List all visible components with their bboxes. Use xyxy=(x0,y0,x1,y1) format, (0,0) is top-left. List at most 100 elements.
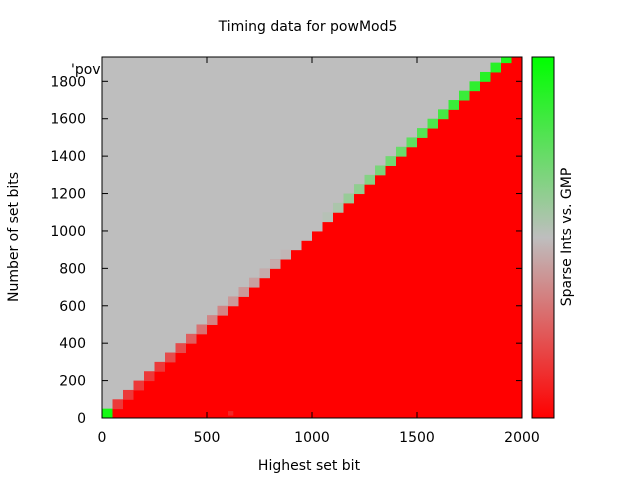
heatmap-cell xyxy=(343,202,355,418)
y-tick-label: 0 xyxy=(77,411,86,427)
heatmap-cell xyxy=(312,230,323,418)
x-tick-label: 1500 xyxy=(399,430,435,446)
heatmap-cell-diagonal xyxy=(490,62,502,73)
y-axis-label: Number of set bits xyxy=(6,172,22,302)
heatmap-cell xyxy=(406,146,418,418)
heatmap-cell-diagonal xyxy=(259,268,271,279)
heatmap-cell-diagonal xyxy=(291,240,302,251)
heatmap-cell-diagonal xyxy=(196,324,208,335)
heatmap-cell-diagonal xyxy=(343,193,355,204)
x-axis-ticks: 0 500 1000 1500 2000 xyxy=(98,57,540,446)
heatmap-cell xyxy=(375,174,386,418)
heatmap-cell-diagonal xyxy=(459,90,470,101)
heatmap-cell-spot xyxy=(228,411,234,416)
heatmap-cell xyxy=(270,268,281,418)
heatmap-cell xyxy=(354,193,365,418)
heatmap-cell xyxy=(186,343,197,418)
heatmap-cell xyxy=(490,71,502,418)
y-tick-label: 1400 xyxy=(50,149,86,165)
heatmap-cell xyxy=(364,184,376,418)
y-tick-label: 1800 xyxy=(50,74,86,90)
heatmap-cell-diagonal xyxy=(165,352,176,363)
y-tick-label: 1200 xyxy=(50,187,86,203)
y-tick-label: 800 xyxy=(59,261,86,277)
heatmap-cell-diagonal xyxy=(501,57,512,64)
heatmap-cell-diagonal xyxy=(280,249,292,260)
heatmap-cell xyxy=(459,100,470,418)
heatmap-cell-diagonal xyxy=(448,100,460,110)
heatmap-cell xyxy=(427,128,439,418)
heatmap-cell xyxy=(133,389,145,418)
heatmap-cell-diagonal xyxy=(385,156,397,166)
heatmap-cell xyxy=(333,212,344,418)
colorbar-label: Sparse Ints vs. GMP xyxy=(559,168,575,307)
heatmap-cell xyxy=(165,361,176,418)
heatmap-cell-diagonal xyxy=(406,137,418,148)
heatmap-cell xyxy=(144,380,155,418)
x-tick-label: 500 xyxy=(194,430,221,446)
heatmap-cell-diagonal xyxy=(154,361,166,372)
heatmap-cell-diagonal xyxy=(354,184,365,195)
heatmap-cell-diagonal xyxy=(217,305,229,316)
y-tick-label: 200 xyxy=(59,374,86,390)
heatmap-cell xyxy=(385,165,397,418)
heatmap-cell xyxy=(217,315,229,418)
heatmap-cell-diagonal xyxy=(312,221,323,232)
heatmap-cell-diagonal xyxy=(375,165,386,176)
colorbar xyxy=(531,56,555,419)
heatmap-cell xyxy=(291,249,302,418)
y-tick-label: 1000 xyxy=(50,224,86,240)
heatmap-cell-diagonal xyxy=(438,109,449,120)
y-tick-label: 1600 xyxy=(50,112,86,128)
heatmap-cell xyxy=(123,399,134,418)
heatmap-cell-diagonal xyxy=(469,81,481,92)
heatmap-cell xyxy=(280,259,292,418)
x-tick-label: 2000 xyxy=(504,430,540,446)
heatmap-cell-diagonal xyxy=(396,146,407,157)
heatmap-cell xyxy=(469,90,481,418)
x-tick-label: 0 xyxy=(98,430,107,446)
heatmap-cell-diagonal xyxy=(133,380,145,391)
heatmap-cell-diagonal xyxy=(228,296,239,307)
heatmap-cell xyxy=(259,277,271,418)
x-axis-label: Highest set bit xyxy=(258,458,361,474)
heatmap-cell xyxy=(175,352,187,418)
heatmap-cell-diagonal xyxy=(175,343,187,354)
heatmap-cell-diagonal xyxy=(144,371,155,382)
heatmap-cell xyxy=(480,81,491,418)
heatmap-cell-diagonal xyxy=(511,57,522,58)
heatmap-cell-diagonal xyxy=(301,230,313,241)
heatmap-cell xyxy=(238,296,250,418)
legend-key-fragment: 'pov xyxy=(71,62,101,78)
heatmap-cell-diagonal xyxy=(207,315,218,325)
heatmap-cell-diagonal xyxy=(249,277,260,288)
heatmap-cell xyxy=(301,240,313,418)
heatmap-cell xyxy=(196,333,208,418)
heatmap-cell xyxy=(228,305,239,418)
heatmap-cell-diagonal xyxy=(333,202,344,213)
heatmap-cell-diagonal xyxy=(112,399,124,410)
heatmap-cell-diagonal xyxy=(480,71,491,82)
x-tick-label: 1000 xyxy=(294,430,330,446)
heatmap-cell xyxy=(249,287,260,418)
heatmap-cell xyxy=(322,221,334,418)
y-tick-label: 400 xyxy=(59,336,86,352)
heatmap-cell-diagonal xyxy=(322,212,334,223)
heatmap-cell xyxy=(501,62,512,418)
heatmap-cells xyxy=(102,57,522,418)
heatmap-cell-diagonal xyxy=(123,389,134,400)
heatmap-cell-last-column xyxy=(516,200,522,418)
heatmap-cell xyxy=(396,156,407,418)
y-axis-ticks: 0 200 400 600 800 1000 1200 1400 1600 1800 xyxy=(50,74,522,427)
heatmap-cell-diagonal xyxy=(186,333,197,344)
heatmap-cell-diagonal xyxy=(417,128,428,138)
heatmap-cell xyxy=(207,324,218,418)
heatmap-cell-diagonal xyxy=(238,287,250,297)
heatmap-cell-diagonal xyxy=(270,259,281,269)
heatmap-cell xyxy=(438,118,449,418)
heatmap-cell xyxy=(112,408,124,418)
heatmap-cell-diagonal xyxy=(364,174,376,185)
heatmap-cell xyxy=(448,109,460,418)
heatmap-cell xyxy=(417,137,428,418)
